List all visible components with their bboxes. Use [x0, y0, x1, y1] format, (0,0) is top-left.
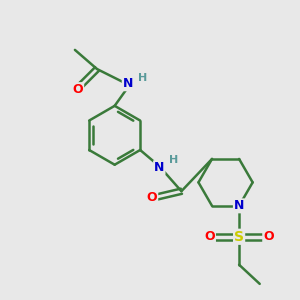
Text: H: H	[169, 155, 179, 165]
Text: O: O	[204, 230, 215, 243]
Text: O: O	[263, 230, 274, 243]
Text: O: O	[147, 190, 157, 204]
Text: N: N	[154, 161, 164, 174]
Text: N: N	[234, 199, 244, 212]
Text: H: H	[138, 73, 147, 83]
Text: O: O	[73, 83, 83, 96]
Text: N: N	[123, 77, 133, 90]
Text: S: S	[234, 230, 244, 244]
